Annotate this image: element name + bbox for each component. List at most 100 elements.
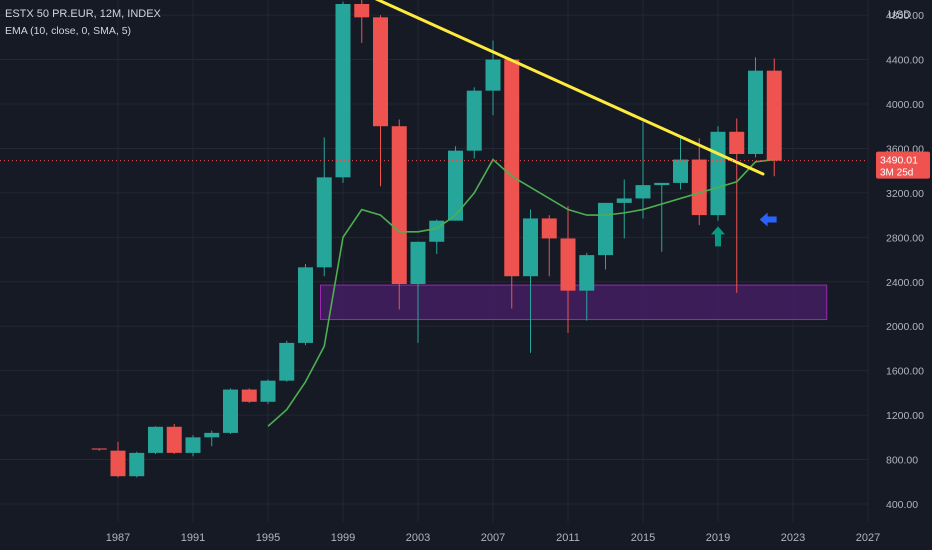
candle[interactable] [373,15,388,187]
time-tick-label: 2007 [481,532,505,544]
candle-body [541,218,557,239]
candle-body [485,59,501,91]
candle-body [260,380,276,402]
candle[interactable] [410,241,426,343]
price-tick-label: 2000.00 [886,321,924,333]
price-tick-label: 3200.00 [886,188,924,200]
candle-body [354,4,370,18]
candle-body [560,238,576,291]
candle[interactable] [654,182,670,252]
candle[interactable] [110,441,126,478]
candle[interactable] [504,59,520,309]
symbol-title[interactable]: ESTX 50 PR.EUR, 12M, INDEX [5,8,161,20]
candle[interactable] [579,252,595,321]
support-zone[interactable] [320,284,828,321]
candle-body [579,255,595,291]
candle-body [616,198,632,203]
candle-body [335,4,351,178]
candle-body [204,432,220,438]
candle[interactable] [523,209,538,353]
ema-line[interactable] [267,158,775,427]
candle[interactable] [185,435,201,457]
candle[interactable] [204,430,220,447]
candle[interactable] [766,58,782,177]
indicator-legend[interactable]: EMA (10, close, 0, SMA, 5) [5,25,132,37]
candle-body [91,448,107,450]
candle[interactable] [635,121,651,219]
candle-body [185,437,201,453]
candle[interactable] [354,0,370,43]
candle-body [223,389,238,433]
price-tick-label: 1200.00 [886,410,924,422]
candle-body [466,90,482,151]
price-tick-label: 4400.00 [886,55,924,67]
candle-body [766,70,782,161]
candle-body [748,70,763,154]
price-tick-label: 2800.00 [886,232,924,244]
candle[interactable] [673,137,688,190]
candle-body [241,389,257,402]
time-tick-label: 2019 [706,532,730,544]
candle-body [316,177,332,268]
candle[interactable] [279,340,295,382]
time-tick-label: 2023 [781,532,805,544]
candle-body [373,17,388,127]
candle-body [410,241,426,284]
time-tick-label: 2011 [556,532,580,544]
candle[interactable] [298,264,313,346]
last-price-badge[interactable] [876,151,930,179]
time-tick-label: 2015 [631,532,655,544]
candle-body [654,182,670,186]
candle-body [504,59,520,277]
candle[interactable] [166,424,182,454]
candle[interactable] [541,215,557,277]
candle[interactable] [729,118,745,293]
up-arrow-icon[interactable] [711,226,725,247]
currency-label: USD [888,9,911,21]
candle[interactable] [748,57,763,158]
candle[interactable] [391,119,407,310]
candle-body [166,426,182,453]
candle-body [673,159,688,183]
candle[interactable] [448,146,463,221]
candle-body [148,426,163,453]
candle[interactable] [616,179,632,239]
last-price-countdown: 3M 25d [880,168,913,179]
candle-body [729,131,745,154]
candle[interactable] [129,451,145,478]
time-tick-label: 1995 [256,532,280,544]
candle[interactable] [223,388,238,434]
time-tick-label: 2003 [406,532,430,544]
price-tick-label: 2400.00 [886,277,924,289]
time-tick-label: 2027 [856,532,880,544]
price-tick-label: 800.00 [886,455,918,467]
price-tick-label: 400.00 [886,499,918,511]
candle[interactable] [148,426,163,454]
candle-body [110,450,126,477]
left-arrow-icon[interactable] [759,212,777,227]
candle[interactable] [335,1,351,183]
candle-body [635,185,651,199]
resistance-trendline[interactable] [343,0,765,176]
candle[interactable] [91,448,107,451]
candle-body [523,218,538,277]
price-tick-label: 4000.00 [886,99,924,111]
candle[interactable] [691,138,707,226]
price-tick-label: 4800.00 [886,10,924,22]
candle[interactable] [560,206,576,333]
candle-body [448,150,463,221]
price-tick-label: 1600.00 [886,366,924,378]
candle-body [598,202,613,256]
candle[interactable] [466,87,482,159]
candle-body [710,131,726,216]
last-price-value: 3490.01 [880,155,918,167]
candle[interactable] [598,202,613,270]
candle[interactable] [241,388,257,403]
candle[interactable] [710,126,726,221]
candle-body [298,267,313,343]
candle-body [129,452,145,477]
candle-body [691,159,707,216]
candle[interactable] [260,379,276,404]
